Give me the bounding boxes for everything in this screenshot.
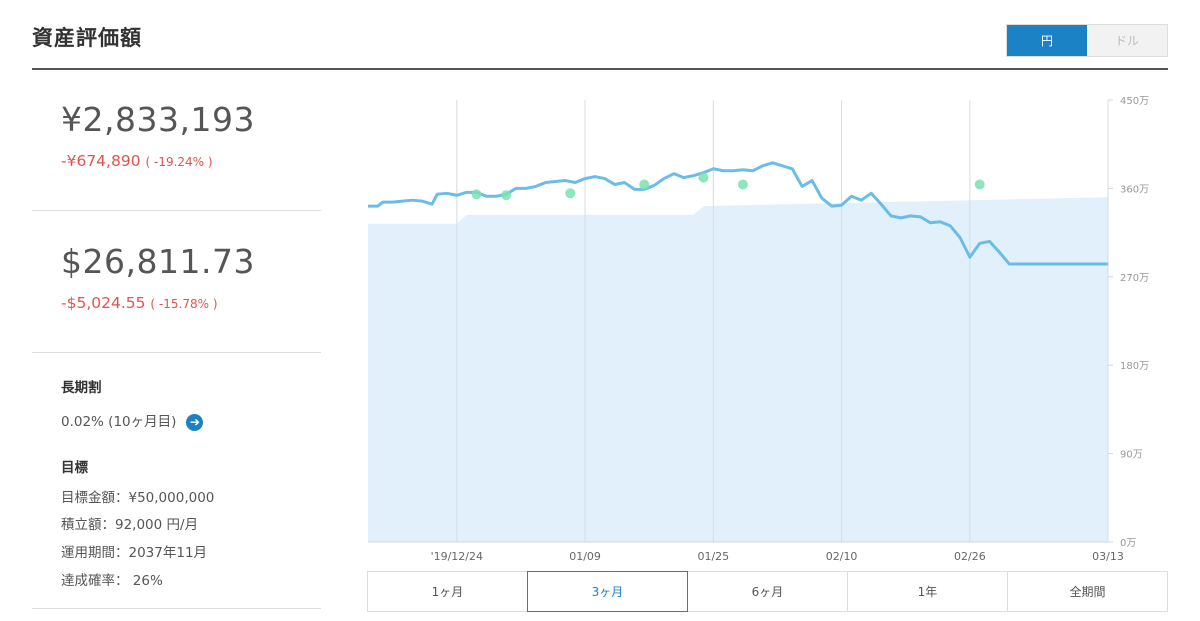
period-all-button[interactable]: 全期間 xyxy=(1007,571,1168,612)
x-tick-label: 03/13 xyxy=(1092,550,1124,563)
currency-toggle: 円 ドル xyxy=(1006,24,1168,57)
event-marker xyxy=(698,172,709,183)
currency-yen-button[interactable]: 円 xyxy=(1007,25,1087,56)
invested-area xyxy=(368,197,1108,542)
summary-divider xyxy=(32,352,321,353)
valuation-line xyxy=(368,161,1108,266)
period-3-month-button[interactable]: 3ヶ月 xyxy=(527,571,688,612)
usd-change: -$5,024.55 ( -15.78% ) xyxy=(61,294,218,312)
goal-label: 目標 xyxy=(61,460,88,476)
header-divider xyxy=(32,68,1168,70)
currency-dollar-button[interactable]: ドル xyxy=(1087,25,1167,56)
y-tick-label: 360万 xyxy=(1120,184,1149,195)
period-1-month-button[interactable]: 1ヶ月 xyxy=(367,571,528,612)
x-tick-label: 01/25 xyxy=(697,550,729,563)
goal-period: 運用期間：2037年11月 xyxy=(61,545,208,561)
period-selector: 1ヶ月 3ヶ月 6ヶ月 1年 全期間 xyxy=(367,571,1168,612)
x-tick-label: '19/12/24 xyxy=(431,550,483,563)
y-tick-label: 450万 xyxy=(1120,96,1149,107)
valuation-chart: 0万 90万 180万 270万 360万 450万 '19/12/24 01/09 01/25… xyxy=(368,96,1149,563)
event-marker xyxy=(565,188,576,199)
goal-probability: 達成確率： 26% xyxy=(61,573,163,589)
jpy-change-percent: ( -19.24% ) xyxy=(145,155,213,169)
event-marker xyxy=(974,179,985,190)
usd-change-percent: ( -15.78% ) xyxy=(150,297,218,311)
x-tick-label: 02/10 xyxy=(826,550,858,563)
event-marker xyxy=(639,179,650,190)
usd-change-amount: -$5,024.55 xyxy=(61,294,146,312)
jpy-change-amount: -¥674,890 xyxy=(61,152,141,170)
goal-monthly-amount: 積立額：92,000 円/月 xyxy=(61,517,199,533)
y-tick-label: 270万 xyxy=(1120,273,1149,284)
jpy-change: -¥674,890 ( -19.24% ) xyxy=(61,152,213,170)
event-marker xyxy=(501,190,512,201)
y-tick-label: 180万 xyxy=(1120,361,1149,372)
x-tick-label: 01/09 xyxy=(569,550,601,563)
x-tick-label: 02/26 xyxy=(954,550,986,563)
arrow-right-icon[interactable]: ➔ xyxy=(186,413,204,431)
period-1-year-button[interactable]: 1年 xyxy=(847,571,1008,612)
jpy-total-amount: ¥2,833,193 xyxy=(61,100,255,139)
event-marker xyxy=(471,189,482,200)
long-term-info: 0.02% (10ヶ月目) ➔ xyxy=(61,410,204,431)
summary-divider xyxy=(32,608,321,609)
usd-total-amount: $26,811.73 xyxy=(61,242,255,281)
period-6-month-button[interactable]: 6ヶ月 xyxy=(687,571,848,612)
summary-divider xyxy=(32,210,321,211)
y-tick-label: 90万 xyxy=(1120,450,1143,461)
goal-target-amount: 目標金額：¥50,000,000 xyxy=(61,490,215,506)
long-term-value: 0.02% (10ヶ月目) xyxy=(61,414,177,430)
y-tick-label: 0万 xyxy=(1120,538,1136,549)
event-marker xyxy=(737,179,748,190)
long-term-label: 長期割 xyxy=(61,380,102,396)
page-title: 資産評価額 xyxy=(32,26,142,50)
